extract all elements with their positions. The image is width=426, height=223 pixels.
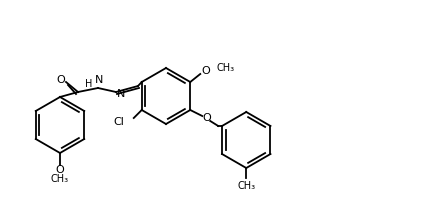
Text: CH₃: CH₃	[51, 174, 69, 184]
Text: O: O	[56, 165, 64, 175]
Text: O: O	[203, 113, 212, 123]
Text: O: O	[57, 75, 65, 85]
Text: N: N	[95, 75, 103, 85]
Text: CH₃: CH₃	[237, 181, 255, 191]
Text: CH₃: CH₃	[216, 63, 234, 73]
Text: H: H	[85, 79, 93, 89]
Text: Cl: Cl	[113, 117, 124, 127]
Text: O: O	[202, 66, 210, 76]
Text: N: N	[117, 89, 125, 99]
